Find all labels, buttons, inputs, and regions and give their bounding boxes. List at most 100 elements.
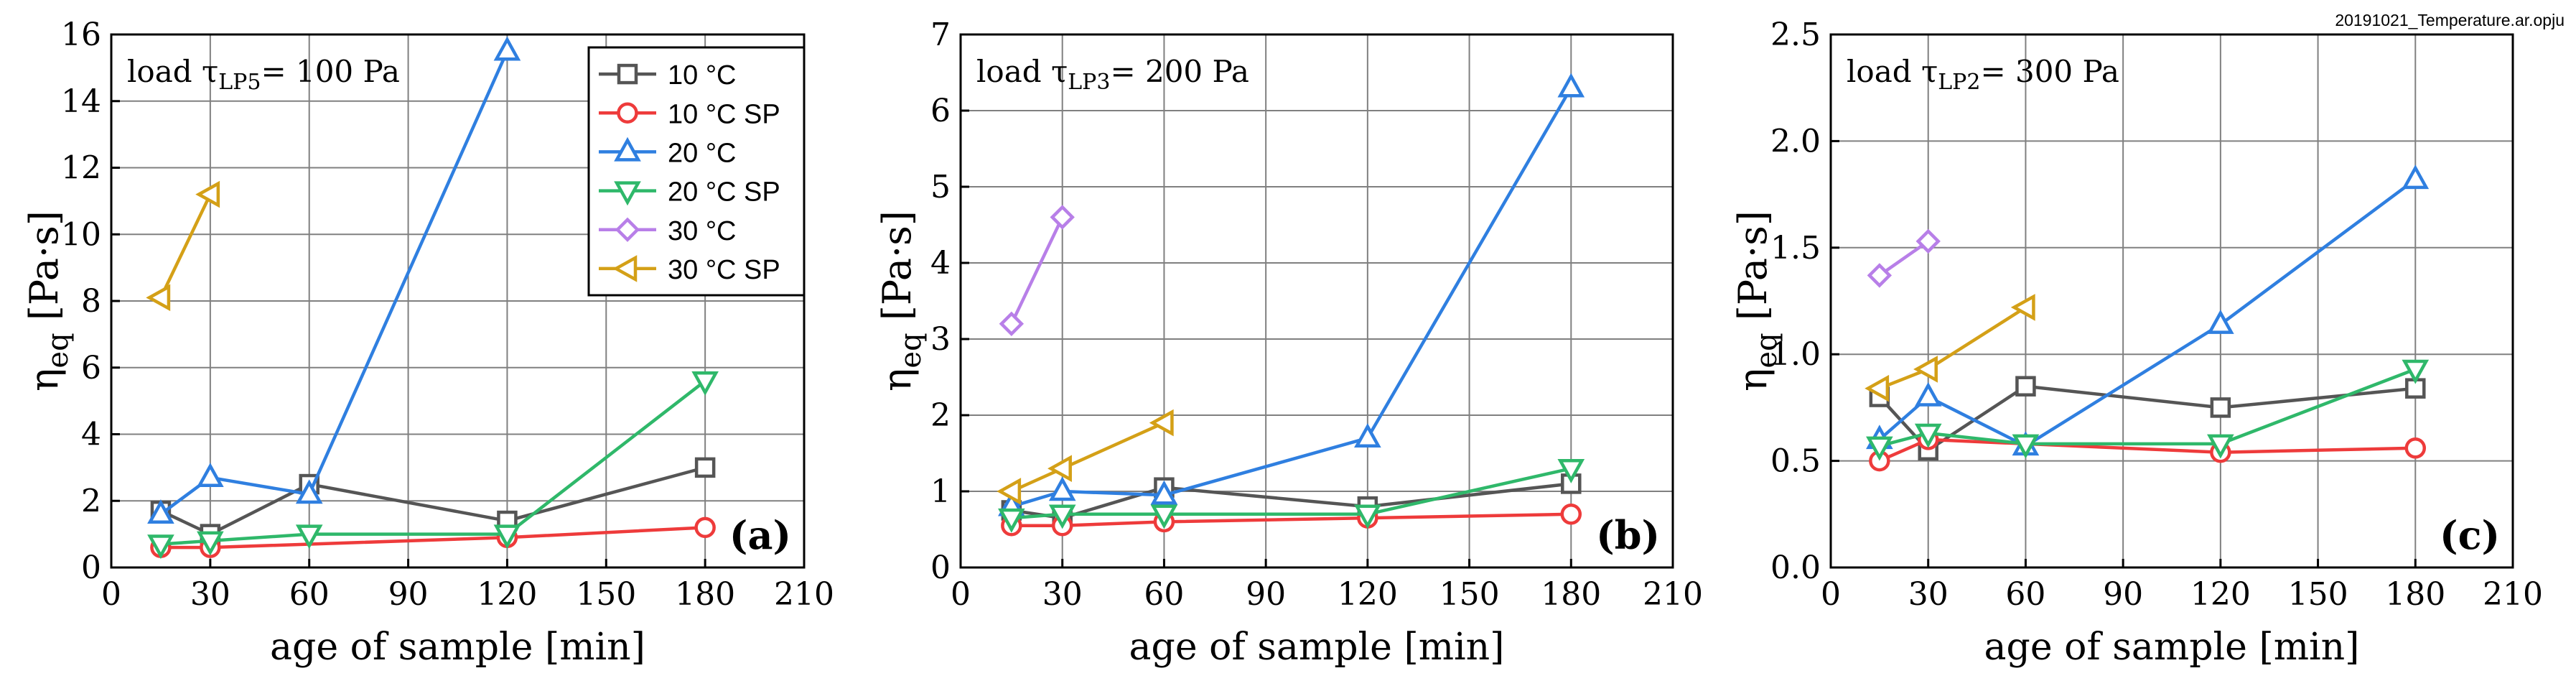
data-point — [295, 479, 323, 504]
y-axis-label: ηeq [Pa·s] — [1730, 210, 1783, 391]
y-tick-label: 6 — [81, 350, 101, 386]
data-point — [1354, 504, 1381, 529]
x-tick-label: 120 — [2190, 576, 2251, 613]
y-axis-label: ηeq [Pa·s] — [22, 210, 75, 391]
y-tick-label: 2.0 — [1770, 123, 1821, 159]
legend-label: 20 °C SP — [668, 177, 780, 208]
data-point — [195, 180, 220, 208]
x-tick-label: 210 — [774, 576, 834, 613]
series-line — [160, 526, 706, 550]
file-label: 20191021_Temperature.ar.opju — [2335, 11, 2565, 29]
x-tick-label: 30 — [1908, 576, 1949, 613]
y-tick-label: 7 — [930, 17, 951, 53]
load-value: = 300 Pa — [1980, 54, 2119, 89]
x-tick-label: 0 — [1821, 576, 1841, 613]
load-text: load τ — [1847, 54, 1938, 89]
series-30-c-sp — [146, 180, 220, 312]
data-point — [1557, 73, 1585, 98]
data-point — [1048, 504, 1076, 529]
panel-label: (c) — [2440, 512, 2500, 558]
y-tick-label: 2 — [81, 483, 101, 519]
x-tick-label: 60 — [289, 576, 330, 613]
series-20-c-sp — [1866, 359, 2430, 461]
legend-marker — [612, 255, 638, 282]
data-point — [1865, 374, 1890, 402]
legend-item-20-c: 20 °C — [599, 136, 736, 168]
legend-marker — [614, 181, 641, 206]
data-point — [2012, 434, 2040, 459]
x-tick-label: 90 — [2103, 576, 2143, 613]
legend-marker — [617, 63, 638, 85]
series-20-c-sp — [998, 458, 1585, 533]
x-tick-label: 150 — [1439, 576, 1500, 613]
series-line — [1879, 306, 2027, 390]
y-axis-label-unit: [Pa·s] — [874, 210, 920, 333]
data-point — [1560, 504, 1582, 525]
legend-marker — [617, 102, 638, 124]
y-tick-label: 3 — [930, 321, 951, 358]
load-text: load τ — [127, 54, 218, 89]
load-value: = 100 Pa — [261, 54, 399, 89]
data-point — [1557, 458, 1585, 483]
data-point — [2405, 378, 2426, 399]
data-point — [1915, 228, 1941, 254]
y-tick-label: 0.0 — [1770, 550, 1821, 586]
y-axis-label-subscript: eq — [42, 333, 75, 368]
data-point — [1866, 436, 1893, 461]
x-tick-label: 60 — [2005, 576, 2045, 613]
y-tick-label: 0 — [930, 550, 951, 586]
panel-label: (a) — [729, 512, 791, 558]
y-axis-label-symbol: η — [874, 369, 920, 391]
data-point — [493, 524, 521, 550]
x-tick-label: 120 — [477, 576, 537, 613]
series-line — [1010, 421, 1165, 493]
x-tick-label: 180 — [675, 576, 735, 613]
data-point — [694, 457, 716, 478]
chart-panel-b: 0 30 60 90 120 150 180 210 0 1 2 3 4 5 6 7 age of sample… — [874, 17, 1703, 669]
legend-label: 30 °C — [668, 216, 736, 246]
data-point — [1914, 423, 1942, 448]
data-point — [997, 478, 1022, 505]
x-tick-label: 30 — [190, 576, 230, 613]
data-point — [1047, 455, 1072, 483]
y-tick-label: 6 — [930, 93, 951, 129]
data-point — [1867, 263, 1893, 288]
y-tick-label: 4 — [930, 245, 951, 282]
y-axis-label: ηeq [Pa·s] — [874, 210, 928, 391]
load-text: load τ — [976, 54, 1068, 89]
x-tick-label: 0 — [951, 576, 971, 613]
x-axis-label: age of sample [min] — [1984, 626, 2360, 669]
data-point — [146, 284, 171, 312]
y-tick-label: 8 — [81, 283, 101, 320]
data-point — [2015, 376, 2036, 397]
legend: 10 °C 10 °C SP 20 °C 20 °C SP 30 °C 30 °C SP — [587, 46, 806, 297]
data-point — [2404, 437, 2427, 459]
data-point — [295, 524, 323, 550]
x-tick-label: 180 — [2385, 576, 2445, 613]
y-tick-label: 1.0 — [1770, 336, 1821, 373]
series-20-c — [147, 36, 521, 524]
load-subscript: LP2 — [1938, 70, 1980, 95]
series-line — [1009, 216, 1064, 325]
load-annotation: load τLP2= 300 Pa — [1847, 54, 2119, 95]
y-axis-label-symbol: η — [22, 369, 67, 391]
legend-label: 20 °C — [668, 138, 736, 168]
series-20-c — [1866, 164, 2430, 456]
data-point — [691, 371, 719, 396]
legend-box — [587, 46, 806, 297]
y-tick-label: 0.5 — [1770, 443, 1821, 480]
series-line — [1011, 512, 1572, 527]
legend-item-10-c-sp: 10 °C SP — [599, 99, 780, 129]
data-point — [1150, 480, 1178, 505]
data-point — [2402, 359, 2430, 384]
y-tick-label: 1 — [930, 473, 951, 510]
y-tick-label: 2.5 — [1770, 17, 1821, 53]
data-point — [694, 516, 716, 539]
legend-marker — [615, 217, 640, 242]
data-point — [999, 311, 1025, 336]
x-axis-label: age of sample [min] — [270, 626, 645, 669]
x-tick-label: 60 — [1144, 576, 1184, 613]
series-30-c — [1867, 228, 1941, 288]
series-30-c-sp — [997, 409, 1174, 505]
series-line — [1011, 87, 1573, 509]
